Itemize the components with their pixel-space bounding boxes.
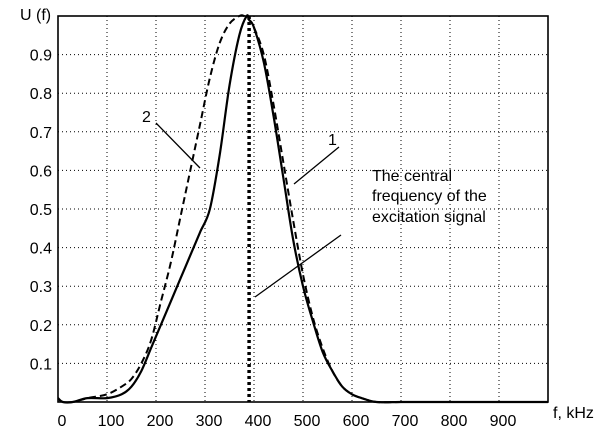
x-tick-labels: 0 100 200 300 400 500 600 700 800 900 [58, 413, 517, 430]
y-tick-label: 0.7 [30, 125, 52, 142]
x-tick-label: 300 [196, 413, 223, 430]
x-axis-label: f, kHz [553, 405, 594, 422]
y-tick-label: 0.8 [30, 86, 52, 103]
y-tick-label: 0.9 [30, 48, 52, 65]
y-tick-label: 0.1 [30, 356, 52, 373]
y-tick-label: 0.5 [30, 202, 52, 219]
grid [58, 16, 548, 402]
y-tick-label: 0.2 [30, 318, 52, 335]
annotation-line-2: frequency of the [372, 188, 487, 205]
y-axis-label: U (f) [20, 7, 51, 24]
y-tick-label: 0.4 [30, 241, 52, 258]
x-tick-label: 100 [98, 413, 125, 430]
y-tick-labels: 0.1 0.2 0.3 0.4 0.5 0.6 0.7 0.8 0.9 [30, 48, 52, 374]
x-tick-label: 400 [245, 413, 272, 430]
annotation-line-1: The central [372, 168, 452, 185]
leader-line-1 [293, 146, 340, 185]
leader-line-annotation [254, 234, 342, 298]
leader-line-2 [155, 122, 201, 169]
y-tick-label: 0.6 [30, 163, 52, 180]
series-1-label: 1 [328, 132, 337, 149]
x-tick-label: 200 [147, 413, 174, 430]
y-tick-label: 0.3 [30, 279, 52, 296]
series-1-line [57, 14, 548, 404]
x-tick-label: 0 [58, 413, 67, 430]
plot-frame [57, 15, 549, 403]
x-tick-label: 500 [294, 413, 321, 430]
x-tick-label: 900 [490, 413, 517, 430]
annotation-line-3: excitation signal [372, 209, 486, 226]
x-tick-label: 800 [441, 413, 468, 430]
x-tick-label: 600 [343, 413, 370, 430]
x-tick-label: 700 [392, 413, 419, 430]
series-2-label: 2 [142, 109, 151, 126]
